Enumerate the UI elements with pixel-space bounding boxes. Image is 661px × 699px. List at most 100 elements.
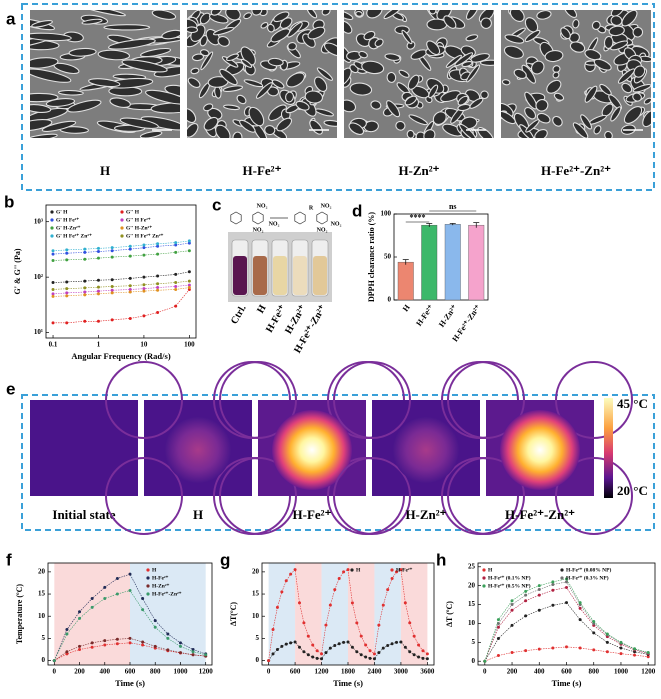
series-line — [53, 250, 190, 261]
pore — [479, 59, 494, 66]
sem-image — [187, 10, 337, 138]
legend-marker — [350, 568, 354, 572]
pore — [240, 58, 253, 68]
data-point — [537, 593, 541, 597]
data-point — [578, 618, 582, 622]
pore — [546, 79, 562, 94]
data-point — [372, 652, 376, 656]
x-tick-label: 1200 — [315, 668, 330, 676]
data-point — [191, 650, 195, 654]
data-point — [178, 644, 182, 648]
data-point — [417, 643, 421, 647]
data-point — [399, 640, 403, 644]
legend-label: H-Fe²⁺ — [152, 574, 169, 581]
data-point — [592, 648, 596, 652]
data-point — [510, 608, 514, 612]
data-point — [128, 244, 132, 248]
pore — [286, 72, 305, 88]
pore — [304, 90, 324, 104]
x-tick-label: 10 — [140, 341, 148, 349]
data-point — [110, 284, 114, 288]
data-point — [284, 579, 288, 583]
data-point — [51, 294, 55, 298]
panel-letter: a — [6, 9, 16, 28]
data-point — [178, 641, 182, 645]
pore — [457, 103, 471, 112]
pore — [316, 67, 333, 81]
data-point — [128, 290, 132, 294]
data-point — [496, 625, 500, 629]
pore — [243, 12, 252, 20]
pore — [30, 104, 52, 113]
pore — [108, 38, 156, 50]
data-point — [605, 650, 609, 654]
pore — [199, 49, 210, 57]
pore — [617, 68, 636, 84]
pore — [503, 45, 524, 59]
data-point — [90, 596, 94, 600]
data-point — [153, 619, 157, 623]
data-point — [153, 644, 157, 648]
data-point — [78, 616, 82, 620]
data-point — [524, 599, 528, 603]
data-point — [128, 316, 132, 320]
caption: Initial state — [52, 507, 115, 522]
legend-marker — [390, 568, 394, 572]
pore — [187, 77, 201, 88]
data-point — [156, 286, 160, 290]
legend-marker — [482, 584, 486, 588]
chem-label: R — [309, 205, 314, 211]
pore — [383, 10, 402, 20]
pore — [466, 64, 481, 83]
data-point — [320, 652, 324, 656]
data-point — [187, 270, 191, 274]
data-point — [156, 244, 160, 248]
data-point — [187, 283, 191, 287]
y-tick-label: 0 — [42, 656, 46, 664]
data-point — [115, 642, 119, 646]
panel-frame — [21, 3, 655, 191]
x-tick-label: H-Fe²⁺ — [414, 303, 435, 328]
data-point — [83, 290, 87, 294]
pore — [307, 26, 326, 40]
data-point — [128, 636, 132, 640]
pore — [603, 35, 614, 49]
data-point — [578, 601, 582, 605]
pore — [30, 119, 53, 132]
pore — [465, 34, 479, 42]
legend-marker — [482, 568, 486, 572]
data-point — [302, 621, 306, 625]
pore — [267, 57, 284, 67]
data-point — [153, 625, 157, 629]
data-point — [96, 250, 100, 254]
x-tick-label: 200 — [74, 668, 85, 676]
data-point — [174, 281, 178, 285]
pore — [524, 29, 541, 43]
pore — [621, 10, 638, 27]
data-point — [174, 241, 178, 245]
data-point — [142, 253, 146, 257]
pore — [30, 133, 58, 138]
pore — [248, 106, 265, 127]
data-point — [551, 603, 555, 607]
data-point — [337, 642, 341, 646]
data-point — [83, 286, 87, 290]
pore — [187, 26, 199, 34]
y-tick-label: 10² — [34, 273, 43, 281]
data-point — [110, 255, 114, 259]
data-point — [537, 587, 541, 591]
x-axis-label: Angular Frequency (Rad/s) — [71, 351, 171, 361]
pore — [432, 111, 447, 126]
data-point — [166, 636, 170, 640]
pore — [584, 49, 602, 61]
x-tick-label: 0 — [483, 668, 487, 676]
data-point — [83, 250, 87, 254]
pore — [509, 10, 525, 22]
pore — [67, 99, 102, 113]
pore — [271, 79, 285, 89]
data-point — [355, 621, 359, 625]
y-tick-label: 5 — [256, 634, 260, 642]
data-point — [342, 640, 346, 644]
legend-marker — [50, 234, 54, 238]
y-tick-label: 15 — [252, 590, 260, 598]
